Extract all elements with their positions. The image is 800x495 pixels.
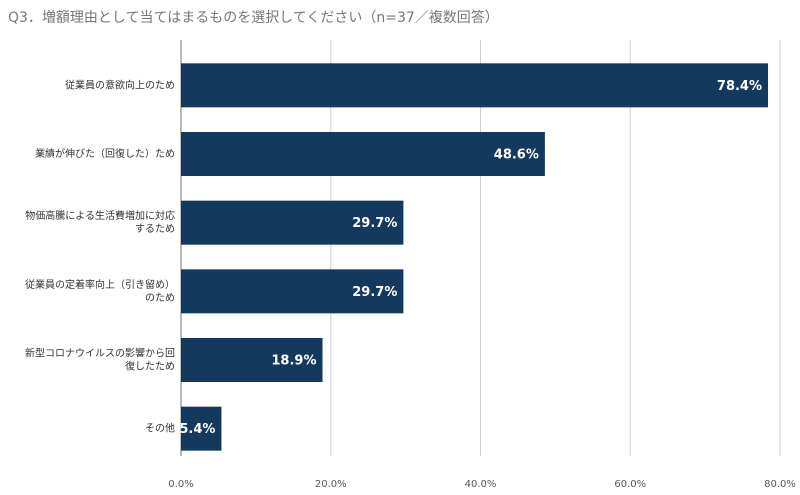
y-tick-label-line: 物価高騰による生活費増加に対応 — [25, 209, 175, 222]
y-tick-label-line: のため — [145, 292, 175, 304]
y-tick-label: 物価高騰による生活費増加に対応するため — [25, 209, 175, 235]
y-tick-label: 従業員の意欲向上のため — [65, 78, 175, 91]
y-tick-label-line: 従業員の定着率向上（引き留め） — [25, 278, 175, 291]
value-label: 18.9% — [271, 354, 316, 369]
y-tick-label: 従業員の定着率向上（引き留め）のため — [25, 278, 175, 304]
x-tick-label: 60.0% — [614, 479, 646, 490]
y-tick-label-line: 復したため — [125, 360, 175, 373]
x-tick-label: 80.0% — [764, 479, 796, 490]
bar — [181, 338, 323, 382]
bar — [181, 63, 769, 108]
value-label: 78.4% — [717, 79, 762, 94]
x-tick-label: 0.0% — [168, 479, 193, 490]
bar — [181, 132, 545, 176]
bar — [181, 406, 222, 451]
value-label: 29.7% — [352, 216, 397, 231]
value-label: 48.6% — [494, 148, 539, 163]
value-label: 29.7% — [352, 285, 397, 300]
y-tick-label-line: するため — [135, 223, 175, 235]
y-tick-label: その他 — [145, 422, 175, 435]
y-tick-label: 業績が伸びた（回復した）ため — [35, 147, 175, 160]
x-tick-label: 40.0% — [465, 479, 497, 490]
x-tick-label: 20.0% — [315, 479, 347, 490]
chart-title: Q3．増額理由として当てはまるものを選択してください（n=37／複数回答） — [8, 9, 499, 26]
y-tick-label-line: 新型コロナウイルスの影響から回 — [25, 347, 175, 360]
bar — [181, 200, 404, 245]
y-tick-label: 新型コロナウイルスの影響から回復したため — [25, 347, 175, 373]
value-label: 5.4% — [179, 422, 215, 437]
bar — [181, 269, 404, 314]
